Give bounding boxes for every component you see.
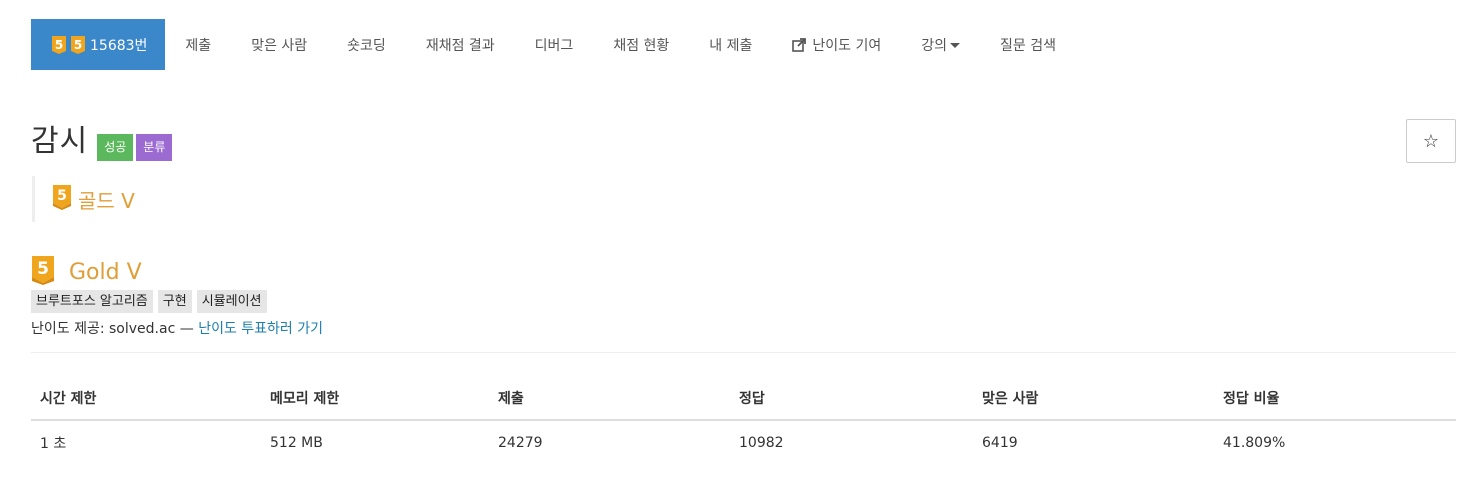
tag-brute-force[interactable]: 브루트포스 알고리즘: [31, 290, 153, 313]
table-row: 1 초 512 MB 24279 10982 6419 41.809%: [31, 421, 1456, 465]
difficulty-source: 난이도 제공: solved.ac — 난이도 투표하러 가기: [31, 318, 323, 338]
header-accept-ratio: 정답 비율: [1223, 390, 1280, 407]
tag-simulation[interactable]: 시뮬레이션: [196, 290, 267, 313]
table-header-row: 시간 제한 메모리 제한 제출 정답 맞은 사람 정답 비율: [31, 376, 1456, 421]
tier-quote: 5 골드 V: [32, 176, 135, 222]
difficulty-source-text: 난이도 제공: solved.ac —: [31, 321, 199, 337]
cell-accept-ratio: 41.809%: [1223, 435, 1286, 451]
nav-short-coding[interactable]: 숏코딩: [347, 37, 386, 54]
nav-debug[interactable]: 디버그: [534, 37, 574, 54]
svg-text:5: 5: [57, 188, 67, 204]
tier-heading-text: Gold V: [69, 259, 142, 285]
nav-problem-label: 15683번: [90, 37, 148, 54]
nav-lecture-dropdown[interactable]: 강의: [901, 19, 980, 70]
problem-nav: 5 5 15683번 제출 맞은 사람 숏코딩 재채점 결과 디버그 채점 현황…: [31, 19, 1076, 70]
tier-quote-text: 골드 V: [78, 188, 135, 213]
cell-submissions: 24279: [498, 435, 543, 451]
tag-implementation[interactable]: 구현: [157, 290, 192, 313]
star-icon: ☆: [1422, 130, 1440, 152]
nav-rejudge-result[interactable]: 재채점 결과: [425, 37, 495, 54]
header-memory-limit: 메모리 제한: [270, 390, 340, 407]
cell-accepted: 10982: [739, 435, 784, 451]
tier-heading: 5 Gold V: [31, 255, 142, 289]
divider: [31, 352, 1456, 353]
nav-correct-users[interactable]: 맞은 사람: [251, 37, 308, 54]
nav-status[interactable]: 채점 현황: [613, 37, 670, 54]
nav-difficulty-contribute[interactable]: 난이도 기여: [772, 19, 901, 70]
nav-difficulty-label: 난이도 기여: [812, 37, 882, 54]
gold-tier-icon: 5 5: [51, 35, 87, 55]
nav-question-search[interactable]: 질문 검색: [1000, 37, 1056, 54]
category-badge[interactable]: 분류: [136, 134, 173, 161]
nav-lecture-label: 강의: [921, 37, 948, 54]
page-title: 감시: [31, 124, 89, 159]
caret-down-icon: [950, 43, 961, 48]
favorite-star-button[interactable]: ☆: [1406, 119, 1456, 163]
header-submissions: 제출: [498, 390, 524, 407]
header-solvers: 맞은 사람: [982, 390, 1039, 407]
gold-tier-large-icon: 5: [31, 255, 55, 289]
algorithm-tags: 브루트포스 알고리즘 구현 시뮬레이션: [31, 290, 272, 313]
header-time-limit: 시간 제한: [40, 390, 97, 407]
title-row: 감시 성공 분류: [31, 122, 173, 162]
difficulty-vote-link[interactable]: 난이도 투표하러 가기: [198, 321, 324, 337]
header-accepted: 정답: [739, 390, 765, 407]
cell-memory-limit: 512 MB: [270, 435, 323, 451]
problem-info-table: 시간 제한 메모리 제한 제출 정답 맞은 사람 정답 비율 1 초 512 M…: [31, 376, 1456, 465]
cell-time-limit: 1 초: [40, 436, 67, 452]
nav-submit[interactable]: 제출: [185, 37, 212, 54]
svg-text:5: 5: [37, 259, 49, 279]
svg-text:5: 5: [74, 38, 82, 52]
gold-tier-small-icon: 5: [52, 184, 72, 214]
svg-text:5: 5: [55, 38, 63, 52]
nav-my-submissions[interactable]: 내 제출: [709, 37, 753, 54]
nav-problem-number[interactable]: 5 5 15683번: [31, 19, 166, 70]
external-link-icon: [792, 37, 807, 52]
cell-solvers: 6419: [982, 435, 1018, 451]
status-badge-success: 성공: [97, 134, 134, 161]
